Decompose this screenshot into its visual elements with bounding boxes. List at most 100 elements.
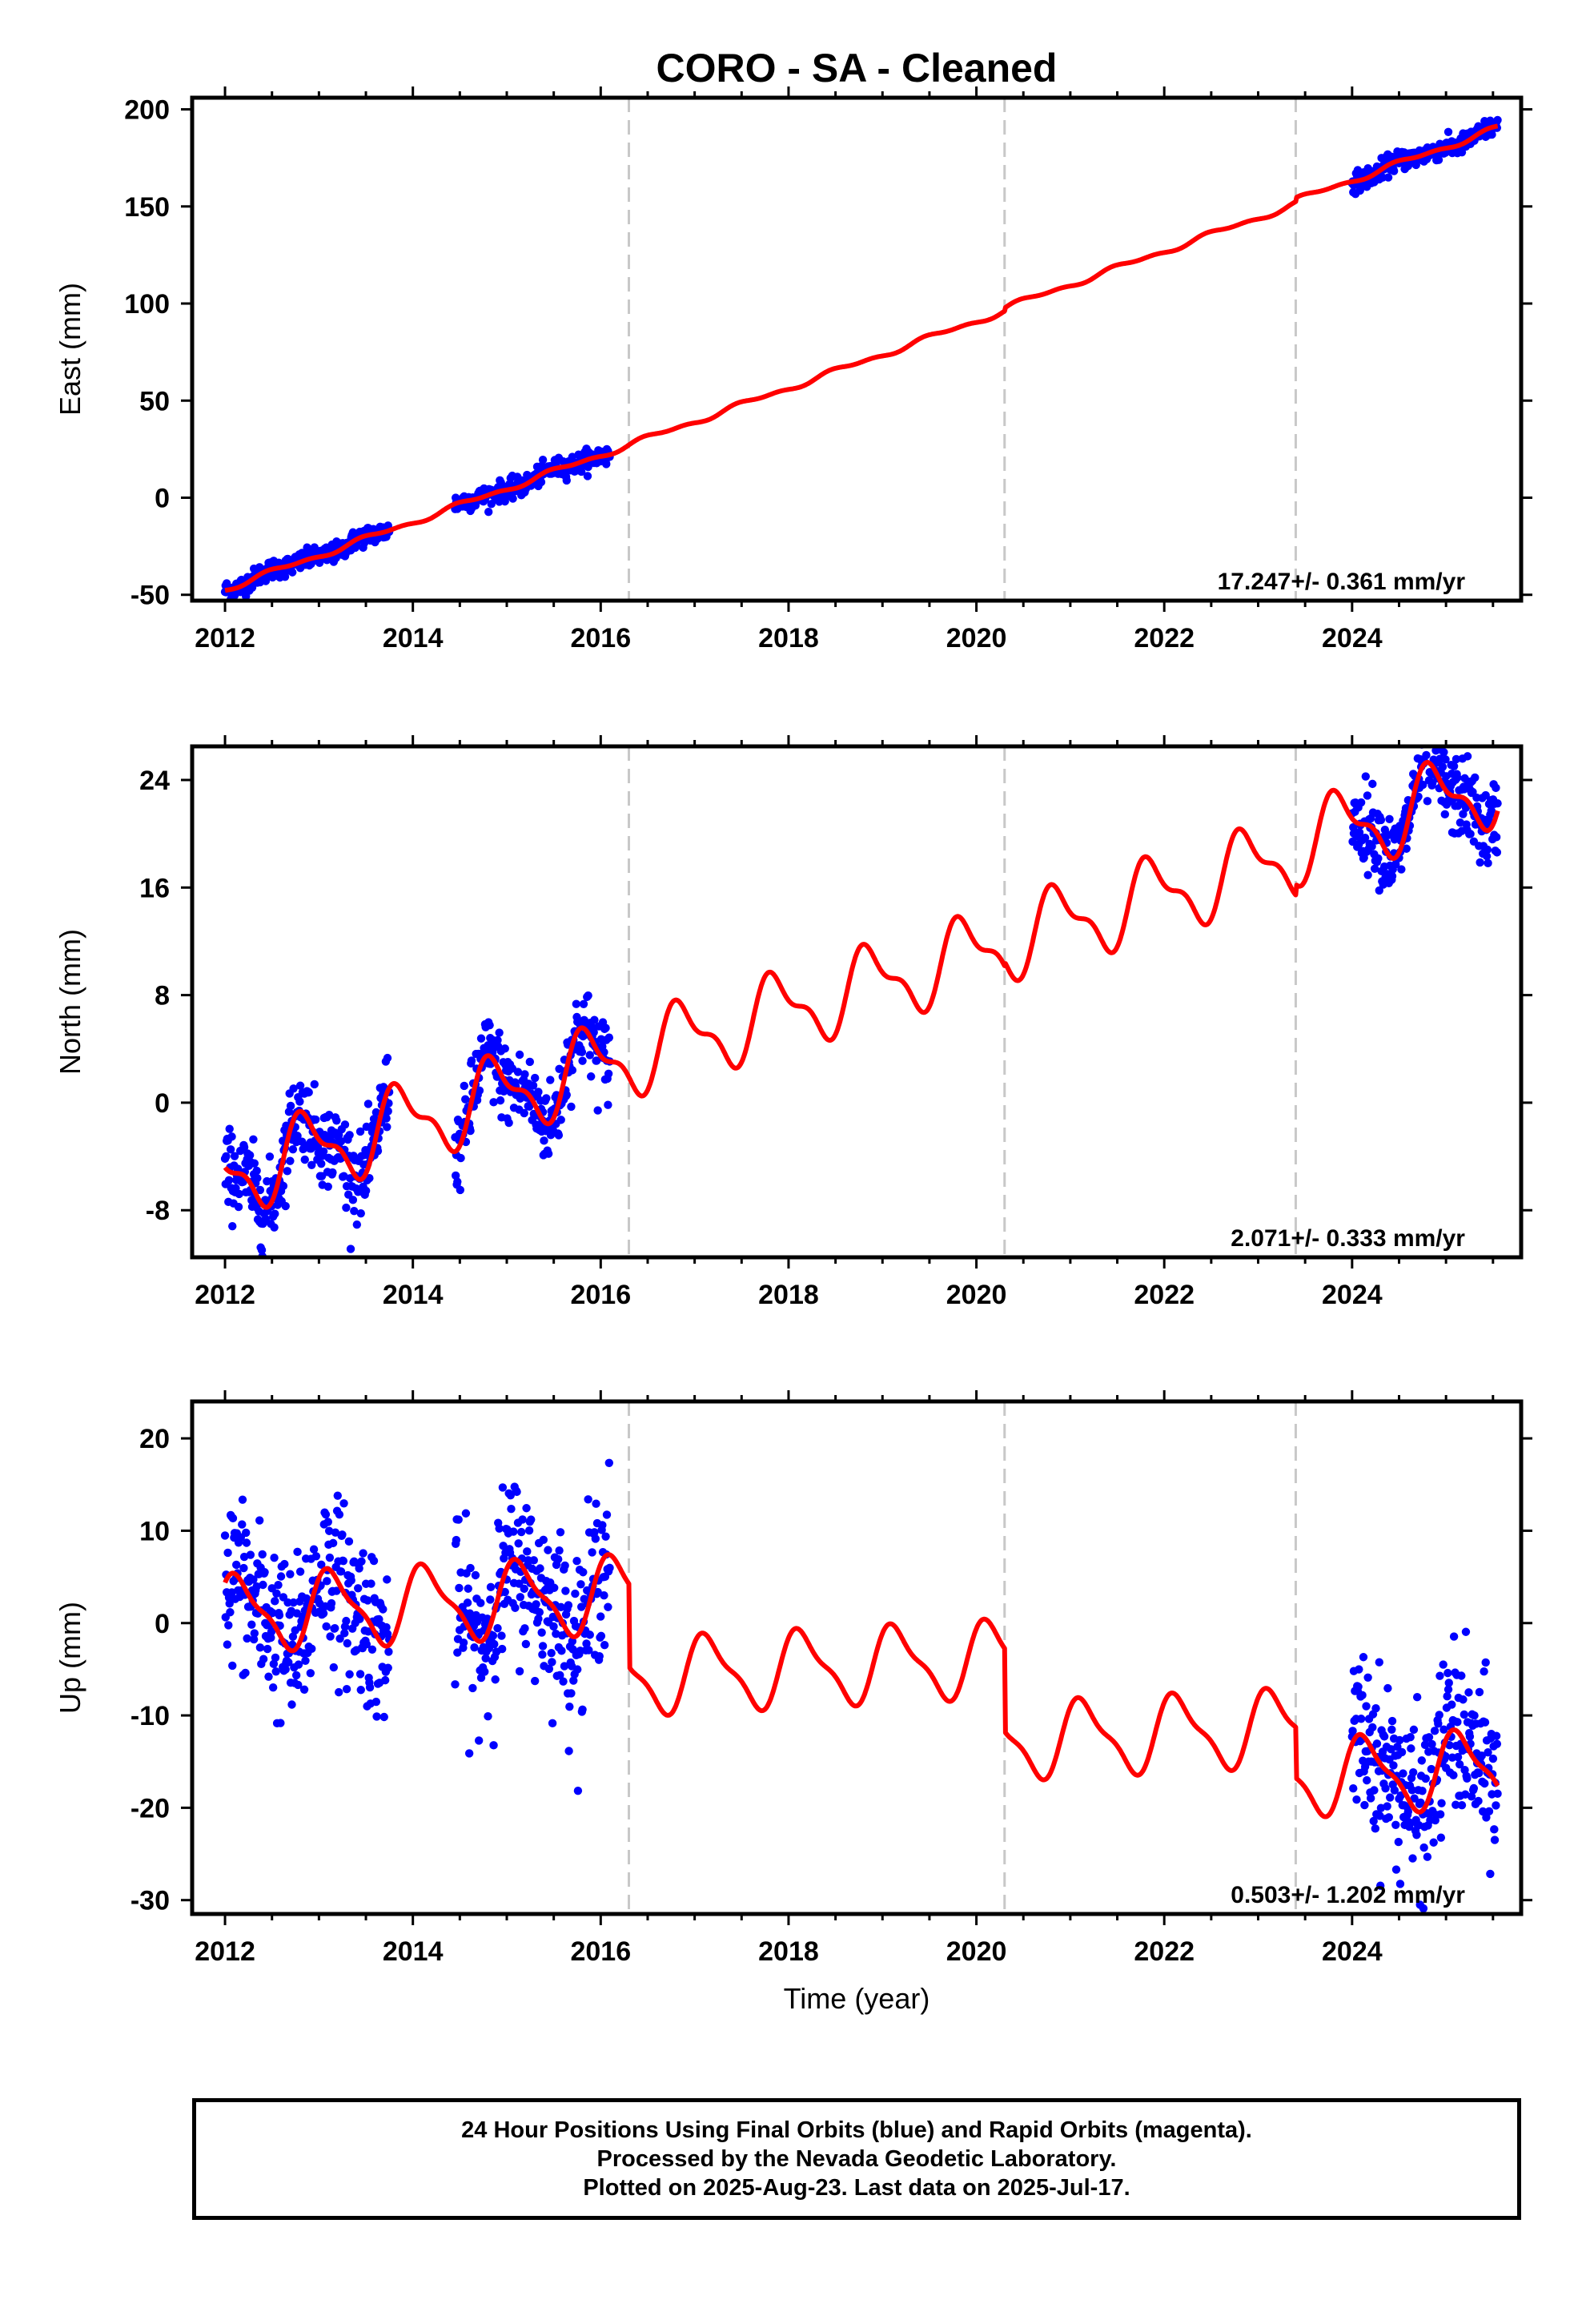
data-point [1368, 779, 1377, 789]
data-point [1383, 173, 1393, 182]
data-point [356, 1686, 365, 1695]
x-tick-label: 2014 [383, 623, 444, 653]
data-point [1467, 1792, 1476, 1801]
data-point [456, 1185, 465, 1195]
data-point [289, 1598, 298, 1607]
data-point [569, 1676, 578, 1685]
x-tick-label: 2014 [383, 1280, 444, 1310]
data-point [564, 1601, 573, 1610]
data-point [382, 1114, 391, 1123]
data-point [536, 1564, 544, 1573]
data-point [488, 1631, 498, 1640]
data-point [250, 1159, 259, 1168]
data-point [243, 1634, 251, 1643]
data-point [1488, 1754, 1498, 1763]
data-point [223, 1640, 232, 1649]
data-point [363, 1596, 372, 1605]
data-point [1440, 810, 1449, 819]
data-point [511, 1603, 520, 1612]
data-point [1408, 1854, 1417, 1863]
data-point [554, 1131, 564, 1140]
data-point [601, 1532, 610, 1541]
data-point [1423, 797, 1432, 806]
data-point [522, 1504, 531, 1513]
data-point [592, 1056, 601, 1065]
data-point [585, 1051, 594, 1059]
data-point [334, 1687, 343, 1697]
data-point [288, 1632, 298, 1641]
data-point [249, 1135, 258, 1144]
data-point [1486, 1869, 1495, 1879]
x-tick-label: 2012 [195, 623, 255, 653]
data-point [1457, 1800, 1467, 1810]
data-point [1464, 1688, 1473, 1697]
data-point [576, 467, 586, 476]
data-point [255, 1516, 264, 1525]
chart-panel-1: 2012 2014 2016 2018 2020 2022 2024 -8 0 8 16 24 Nort… [54, 735, 1532, 1310]
data-point [553, 1554, 563, 1564]
data-point [579, 999, 588, 1008]
data-point [380, 1675, 390, 1685]
data-point [544, 1664, 554, 1674]
y-tick-label: 0 [155, 1088, 170, 1119]
velocity-annotation: 17.247+/- 0.361 mm/yr [1218, 569, 1466, 595]
data-point [559, 1677, 568, 1686]
data-point [1443, 1685, 1453, 1694]
data-point [578, 1056, 587, 1065]
data-point [259, 1580, 267, 1590]
data-point [348, 1196, 358, 1204]
data-point [1463, 752, 1472, 761]
data-point [328, 1168, 337, 1177]
data-point [1427, 1764, 1436, 1774]
data-point [1493, 798, 1502, 808]
data-point [568, 1066, 577, 1075]
data-point [1385, 814, 1394, 823]
data-point [1475, 1768, 1484, 1778]
data-point [1466, 830, 1475, 838]
data-point [1391, 1820, 1400, 1829]
data-point [268, 1683, 278, 1692]
data-point [336, 1567, 346, 1576]
data-point [593, 1587, 602, 1597]
data-point [1452, 1800, 1460, 1809]
data-point [576, 1602, 586, 1611]
data-point [536, 477, 546, 487]
data-point [1480, 1779, 1489, 1788]
data-point [1407, 1744, 1415, 1753]
data-point [246, 1550, 255, 1559]
data-point [345, 1131, 354, 1140]
data-point [1453, 1718, 1462, 1727]
data-point [453, 1648, 462, 1657]
data-point [1376, 1803, 1386, 1812]
data-point [1443, 1668, 1452, 1678]
data-point [486, 1582, 496, 1592]
x-tick-label: 2022 [1134, 1936, 1195, 1967]
data-point [1435, 1711, 1443, 1719]
data-point [1430, 1727, 1439, 1735]
data-point [224, 1621, 233, 1630]
data-point [283, 1167, 292, 1176]
data-point [1402, 844, 1411, 853]
data-point [1436, 1833, 1446, 1842]
data-point [1363, 1775, 1371, 1785]
data-point [1363, 1673, 1372, 1683]
data-point [286, 1101, 295, 1111]
data-point [1475, 1687, 1484, 1697]
data-point [257, 1245, 267, 1255]
data-point [498, 1483, 508, 1492]
data-point [265, 1152, 275, 1161]
data-point [331, 1623, 339, 1633]
data-point [342, 1616, 351, 1626]
data-point [1429, 1838, 1438, 1847]
y-tick-label: 0 [155, 483, 170, 513]
data-point [582, 1639, 591, 1648]
data-point [513, 1068, 523, 1076]
data-point [532, 1600, 540, 1609]
data-point [562, 476, 571, 485]
data-point [1476, 858, 1484, 867]
data-point [584, 1495, 592, 1504]
data-point [1356, 1715, 1366, 1723]
y-tick-label: -10 [130, 1701, 170, 1731]
data-point [520, 1584, 528, 1594]
data-point [515, 1579, 524, 1588]
